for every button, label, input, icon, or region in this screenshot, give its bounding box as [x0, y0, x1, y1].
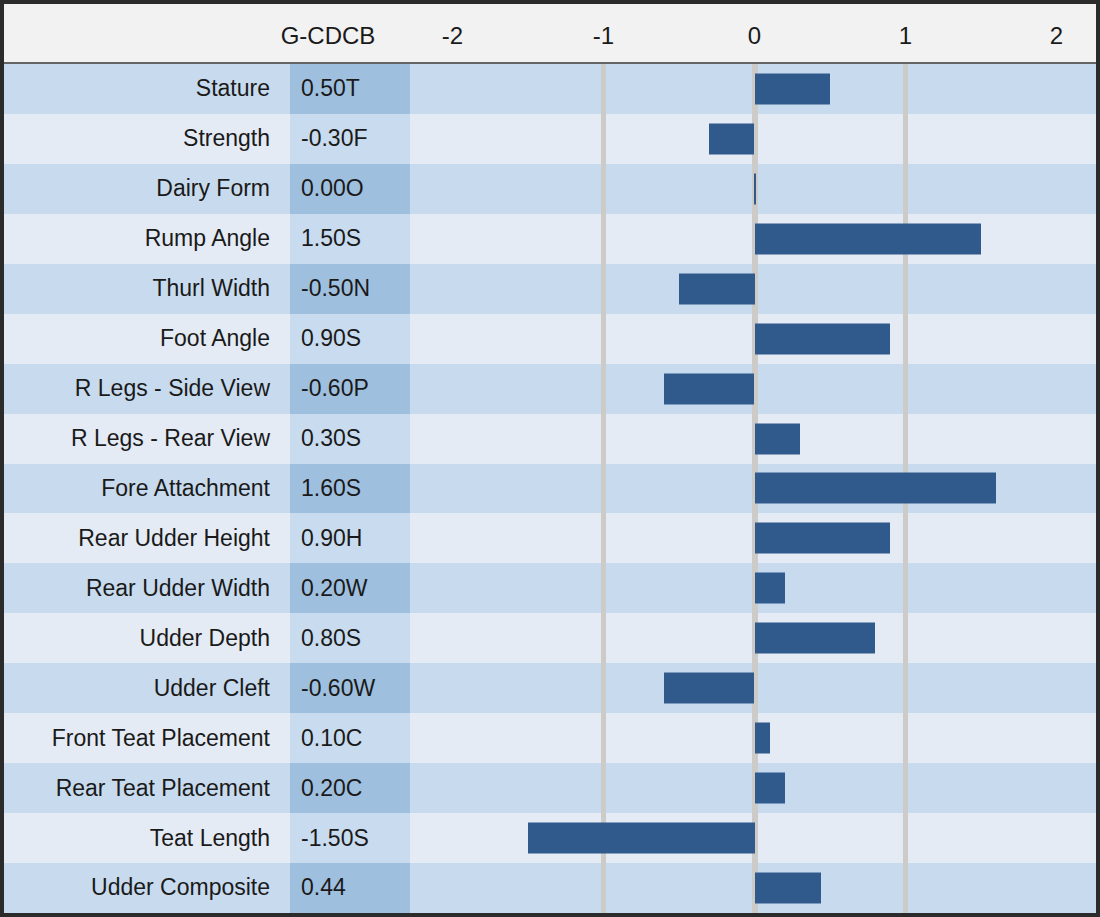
trait-label: Fore Attachment: [101, 475, 270, 502]
x-tick-label: 2: [1050, 16, 1063, 50]
trait-label: Stature: [196, 75, 270, 102]
trait-value: -0.60P: [301, 375, 369, 402]
trait-value: 0.44: [301, 874, 346, 901]
trait-value: -0.60W: [301, 675, 375, 702]
table-row: Strength -0.30F: [4, 114, 1096, 164]
linear-trait-chart: G-CDCB -2 -1 0 1 2 Stature 0.50T Strength -0…: [0, 0, 1100, 917]
value-bar: [754, 173, 756, 204]
value-column-header: G-CDCB: [268, 16, 388, 50]
trait-value: 0.80S: [301, 625, 361, 652]
bar-track: [410, 713, 1096, 763]
trait-value: -0.50N: [301, 275, 370, 302]
bar-track: [410, 114, 1096, 164]
trait-value: 1.50S: [301, 225, 361, 252]
chart-header: G-CDCB -2 -1 0 1 2: [4, 4, 1096, 64]
bar-track: [410, 863, 1096, 913]
bar-track: [410, 763, 1096, 813]
bar-track: [410, 64, 1096, 114]
table-row: Foot Angle 0.90S: [4, 314, 1096, 364]
bar-track: [410, 414, 1096, 464]
trait-label: Front Teat Placement: [52, 725, 270, 752]
trait-label: Foot Angle: [160, 325, 270, 352]
bar-track: [410, 613, 1096, 663]
trait-value: -1.50S: [301, 825, 369, 852]
trait-value: 0.10C: [301, 725, 362, 752]
trait-value: 0.90H: [301, 525, 362, 552]
table-row: Teat Length -1.50S: [4, 813, 1096, 863]
table-row: R Legs - Side View -0.60P: [4, 364, 1096, 414]
table-row: Rear Teat Placement 0.20C: [4, 763, 1096, 813]
table-row: R Legs - Rear View 0.30S: [4, 414, 1096, 464]
value-bar: [755, 623, 876, 654]
trait-label: R Legs - Side View: [75, 375, 270, 402]
x-tick-label: -2: [442, 16, 463, 50]
trait-rows: Stature 0.50T Strength -0.30F Dairy Form…: [4, 64, 1096, 913]
value-bar: [709, 123, 754, 154]
table-row: Front Teat Placement 0.10C: [4, 713, 1096, 763]
header-trait-spacer: [4, 4, 290, 62]
table-row: Udder Composite 0.44: [4, 863, 1096, 913]
value-bar: [679, 273, 755, 304]
value-bar: [755, 872, 821, 903]
trait-label: R Legs - Rear View: [71, 425, 270, 452]
value-bar: [755, 73, 831, 104]
trait-label: Rear Udder Height: [78, 525, 270, 552]
x-tick-label: 0: [748, 16, 761, 50]
bar-track: [410, 214, 1096, 264]
trait-label: Udder Depth: [140, 625, 270, 652]
bar-track: [410, 164, 1096, 214]
trait-value: 1.60S: [301, 475, 361, 502]
value-bar: [755, 223, 982, 254]
trait-label: Udder Cleft: [154, 675, 270, 702]
value-bar: [664, 673, 755, 704]
table-row: Udder Cleft -0.60W: [4, 663, 1096, 713]
trait-label: Udder Composite: [91, 874, 270, 901]
bar-track: [410, 364, 1096, 414]
value-bar: [755, 573, 785, 604]
trait-value: 0.90S: [301, 325, 361, 352]
table-row: Rear Udder Height 0.90H: [4, 513, 1096, 563]
trait-value: 0.20C: [301, 775, 362, 802]
trait-label: Rump Angle: [145, 225, 270, 252]
bar-track: [410, 813, 1096, 863]
x-tick-label: 1: [899, 16, 912, 50]
value-bar: [755, 323, 891, 354]
table-row: Rear Udder Width 0.20W: [4, 563, 1096, 613]
trait-label: Strength: [183, 125, 270, 152]
table-row: Stature 0.50T: [4, 64, 1096, 114]
table-row: Fore Attachment 1.60S: [4, 464, 1096, 514]
value-bar: [755, 473, 997, 504]
bar-track: [410, 464, 1096, 514]
value-bar: [664, 373, 755, 404]
trait-value: 0.50T: [301, 75, 360, 102]
value-bar: [755, 723, 770, 754]
bar-track: [410, 314, 1096, 364]
bar-track: [410, 663, 1096, 713]
x-tick-label: -1: [593, 16, 614, 50]
value-bar: [755, 773, 785, 804]
trait-label: Teat Length: [150, 825, 270, 852]
bar-track: [410, 563, 1096, 613]
table-row: Thurl Width -0.50N: [4, 264, 1096, 314]
trait-label: Thurl Width: [152, 275, 270, 302]
value-bar: [755, 523, 891, 554]
table-row: Dairy Form 0.00O: [4, 164, 1096, 214]
bar-track: [410, 264, 1096, 314]
trait-value: 0.20W: [301, 575, 367, 602]
trait-value: 0.00O: [301, 175, 364, 202]
x-axis: -2 -1 0 1 2: [410, 4, 1096, 62]
trait-label: Dairy Form: [156, 175, 270, 202]
table-row: Rump Angle 1.50S: [4, 214, 1096, 264]
trait-label: Rear Udder Width: [86, 575, 270, 602]
trait-value: 0.30S: [301, 425, 361, 452]
trait-label: Rear Teat Placement: [56, 775, 270, 802]
value-bar: [755, 423, 800, 454]
trait-value: -0.30F: [301, 125, 367, 152]
value-bar: [528, 823, 755, 854]
bar-track: [410, 513, 1096, 563]
table-row: Udder Depth 0.80S: [4, 613, 1096, 663]
